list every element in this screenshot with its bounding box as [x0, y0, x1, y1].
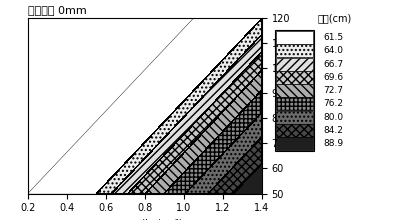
Text: 69.6: 69.6: [323, 73, 343, 82]
FancyBboxPatch shape: [276, 71, 313, 84]
X-axis label: 土壌表面硬度(kg/cm²): 土壌表面硬度(kg/cm²): [107, 219, 183, 220]
FancyBboxPatch shape: [276, 97, 313, 110]
FancyBboxPatch shape: [276, 84, 313, 97]
Text: 84.2: 84.2: [323, 126, 343, 135]
Text: 64.0: 64.0: [323, 46, 343, 55]
Text: 80.0: 80.0: [323, 113, 343, 122]
FancyBboxPatch shape: [276, 137, 313, 150]
Text: 66.7: 66.7: [323, 60, 343, 69]
Y-axis label: m²当たり株数: m²当たり株数: [299, 84, 310, 127]
FancyBboxPatch shape: [276, 44, 313, 57]
FancyBboxPatch shape: [276, 58, 313, 71]
FancyBboxPatch shape: [276, 111, 313, 124]
Text: 61.5: 61.5: [323, 33, 343, 42]
Text: 76.2: 76.2: [323, 99, 343, 108]
Text: 88.9: 88.9: [323, 139, 343, 148]
Text: 播種深度 0mm: 播種深度 0mm: [28, 6, 87, 15]
FancyBboxPatch shape: [276, 31, 313, 44]
Text: 72.7: 72.7: [323, 86, 343, 95]
FancyBboxPatch shape: [276, 124, 313, 137]
Text: 稿長(cm): 稿長(cm): [318, 13, 351, 23]
